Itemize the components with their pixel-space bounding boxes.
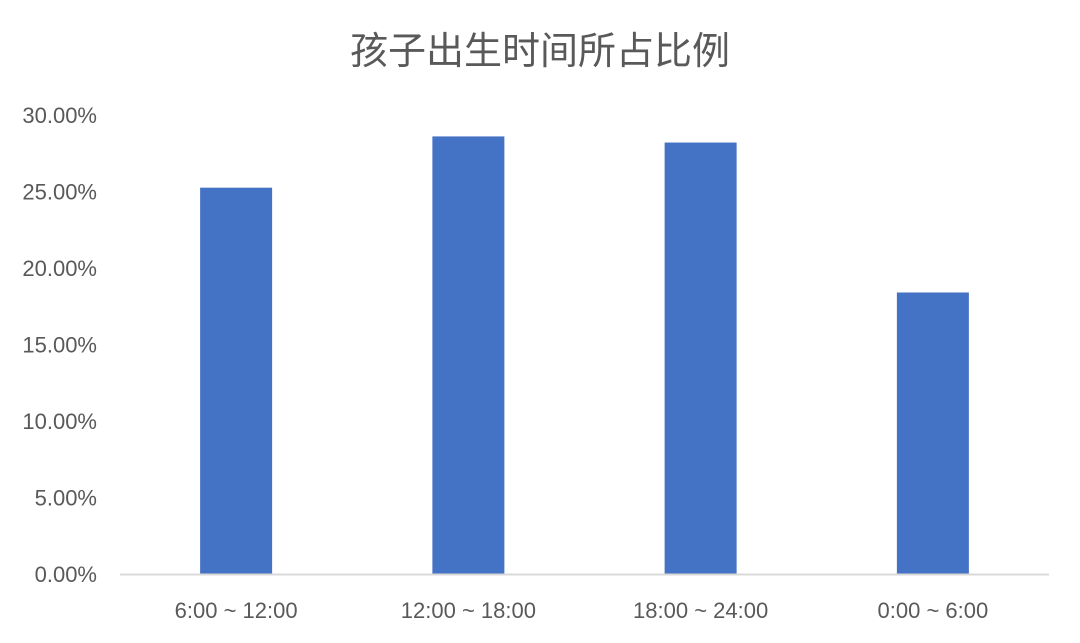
x-tick-label: 6:00 ~ 12:00: [175, 598, 298, 623]
y-axis-ticks: 0.00% 5.00% 10.00% 15.00% 20.00% 25.00% 30.00%: [22, 103, 97, 587]
x-tick-label: 18:00 ~ 24:00: [633, 598, 768, 623]
y-tick-label: 15.00%: [22, 333, 97, 358]
x-axis-labels: 6:00 ~ 12:00 12:00 ~ 18:00 18:00 ~ 24:00 0:…: [175, 598, 989, 623]
y-tick-label: 30.00%: [22, 103, 97, 128]
x-tick-label: 0:00 ~ 6:00: [878, 598, 989, 623]
bar: [432, 136, 505, 575]
y-tick-label: 20.00%: [22, 256, 97, 281]
y-tick-label: 5.00%: [35, 486, 97, 511]
bar: [200, 187, 273, 575]
y-tick-label: 10.00%: [22, 409, 97, 434]
y-tick-label: 25.00%: [22, 180, 97, 205]
bar: [664, 142, 737, 575]
bar: [896, 292, 969, 574]
bars-group: [200, 136, 969, 575]
x-tick-label: 12:00 ~ 18:00: [401, 598, 536, 623]
chart-title: 孩子出生时间所占比例: [350, 29, 730, 73]
y-tick-label: 0.00%: [35, 562, 97, 587]
